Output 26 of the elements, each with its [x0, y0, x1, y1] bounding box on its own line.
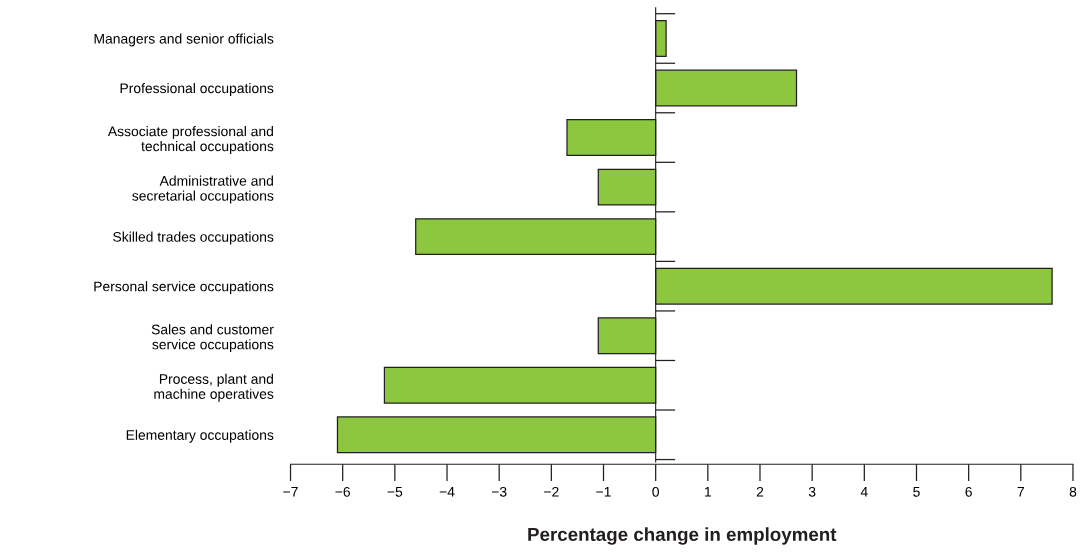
x-tick-label: 1: [705, 487, 712, 497]
x-tick-label: 5: [913, 487, 920, 497]
y-tick-label: Personal service occupations: [94, 281, 274, 295]
x-tick-label: 6: [965, 486, 972, 497]
y-tick-label: Associate professional and technical occupations: [107, 126, 274, 154]
x-tick-label: −7: [283, 487, 298, 497]
x-tick-label: 0: [652, 486, 659, 497]
y-tick-label: Administrative and secretarial occupations: [132, 175, 274, 204]
y-tick-label: Professional occupations: [120, 82, 274, 96]
y-tick-label: Sales and customer service occupations: [151, 324, 274, 353]
y-tick-label: Elementary occupations: [126, 429, 274, 443]
x-tick-label: 2: [756, 486, 764, 497]
y-tick-label: Skilled trades occupations: [113, 231, 274, 245]
x-tick-label: 4: [860, 487, 868, 497]
x-tick-label: −2: [544, 486, 559, 497]
x-tick-label: 8: [1069, 486, 1077, 497]
x-axis-title: Percentage change in employment: [528, 527, 837, 545]
x-tick-label: −3: [491, 486, 507, 497]
y-tick-label: Process, plant and machine operatives: [154, 373, 274, 402]
x-tick-label: −5: [387, 487, 403, 497]
x-tick-label: 3: [808, 486, 816, 497]
x-tick-label: −1: [596, 487, 611, 497]
x-tick-label: −4: [439, 487, 455, 497]
x-tick-label: 7: [1017, 487, 1024, 497]
x-tick-label: −6: [335, 486, 350, 497]
y-tick-label: Managers and senior officials: [94, 33, 274, 47]
